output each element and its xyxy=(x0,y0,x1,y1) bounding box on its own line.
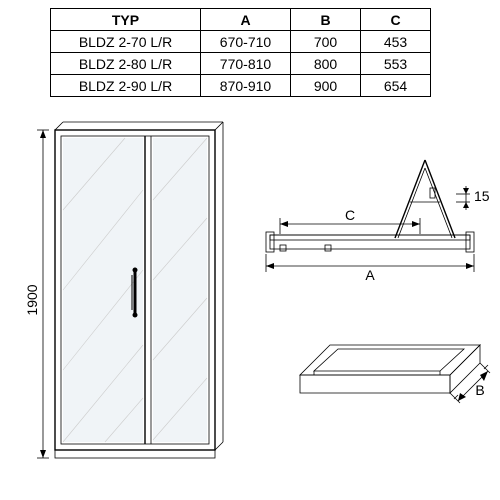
table-row: BLDZ 2-90 L/R 870-910 900 654 xyxy=(51,75,431,97)
table-header-row: TYP A B C xyxy=(51,9,431,31)
cell-b: 700 xyxy=(291,31,361,53)
dim-15-label: 15 xyxy=(474,188,490,204)
table-row: BLDZ 2-70 L/R 670-710 700 453 xyxy=(51,31,431,53)
cell-c: 453 xyxy=(361,31,431,53)
dimension-c: C xyxy=(280,207,420,234)
front-elevation: 1900 xyxy=(24,122,223,458)
cell-typ: BLDZ 2-90 L/R xyxy=(51,75,201,97)
spec-table: TYP A B C BLDZ 2-70 L/R 670-710 700 453 … xyxy=(50,8,431,97)
cell-b: 900 xyxy=(291,75,361,97)
cell-a: 670-710 xyxy=(201,31,291,53)
header-typ: TYP xyxy=(51,9,201,31)
cell-b: 800 xyxy=(291,53,361,75)
table-row: BLDZ 2-80 L/R 770-810 800 553 xyxy=(51,53,431,75)
cell-typ: BLDZ 2-80 L/R xyxy=(51,53,201,75)
page: TYP A B C BLDZ 2-70 L/R 670-710 700 453 … xyxy=(0,0,500,500)
cell-typ: BLDZ 2-70 L/R xyxy=(51,31,201,53)
dim-a-label: A xyxy=(365,267,375,283)
header-b: B xyxy=(291,9,361,31)
dimension-15: 15 xyxy=(456,186,490,210)
dim-c-label: C xyxy=(345,207,355,223)
cell-c: 553 xyxy=(361,53,431,75)
cell-a: 770-810 xyxy=(201,53,291,75)
height-label: 1900 xyxy=(24,284,40,315)
dim-b-label: B xyxy=(475,382,484,398)
header-a: A xyxy=(201,9,291,31)
cell-c: 654 xyxy=(361,75,431,97)
top-view: 15 C A xyxy=(266,160,490,283)
tray-view: B xyxy=(300,345,490,403)
dimension-height: 1900 xyxy=(24,130,49,458)
dimension-a: A xyxy=(266,254,474,283)
diagrams-svg: 1900 xyxy=(0,110,500,490)
header-c: C xyxy=(361,9,431,31)
cell-a: 870-910 xyxy=(201,75,291,97)
